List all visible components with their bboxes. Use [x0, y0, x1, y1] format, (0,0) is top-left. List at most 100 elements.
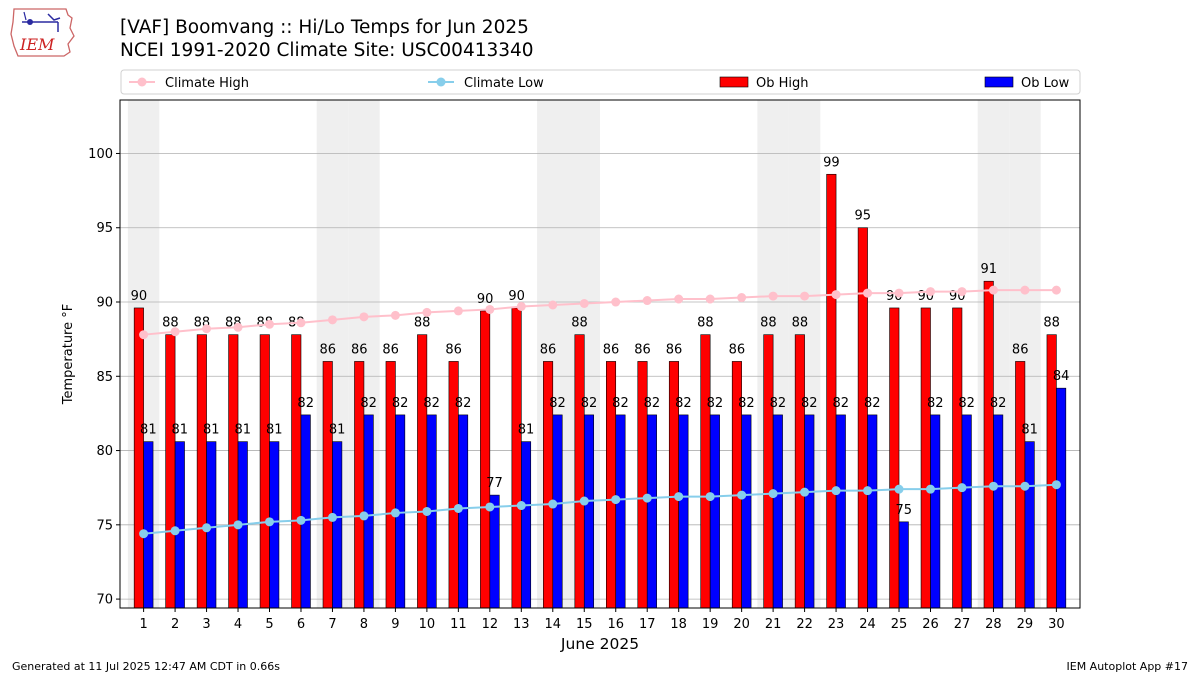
climate-low-point: [674, 492, 684, 502]
climate-low-point: [988, 481, 998, 491]
x-tick-label: 16: [607, 617, 624, 632]
x-tick-label: 13: [513, 617, 530, 632]
ob-low-label: 82: [707, 396, 724, 411]
climate-low-point: [202, 523, 212, 533]
climate-high-point: [485, 304, 495, 314]
x-tick-label: 11: [450, 617, 467, 632]
ob-high-label: 86: [603, 342, 620, 357]
ob-low-label: 81: [172, 423, 189, 438]
x-tick-label: 22: [796, 617, 813, 632]
climate-high-point: [925, 287, 935, 297]
ob-low-label: 82: [927, 396, 944, 411]
climate-high-point: [139, 330, 149, 340]
ob-low-label: 81: [518, 423, 535, 438]
climate-low-point: [863, 486, 873, 496]
ob-high-label: 99: [823, 155, 840, 170]
x-tick-label: 17: [639, 617, 656, 632]
climate-low-point: [642, 493, 652, 503]
ob-high-label: 86: [666, 342, 683, 357]
climate-high-point: [705, 294, 715, 304]
x-tick-label: 15: [576, 617, 593, 632]
climate-high-point: [265, 319, 275, 329]
ob-low-bar: [741, 414, 752, 609]
x-tick-label: 7: [328, 617, 336, 632]
climate-low-point: [705, 492, 715, 502]
climate-low-point: [925, 484, 935, 494]
x-tick-label: 21: [765, 617, 782, 632]
x-tick-label: 18: [670, 617, 687, 632]
climate-low-point: [957, 483, 967, 493]
climate-low-point: [233, 520, 243, 530]
x-tick-label: 1: [139, 617, 147, 632]
climate-low-point: [768, 489, 778, 499]
climate-low-point: [1020, 481, 1030, 491]
ob-high-bar: [133, 307, 144, 609]
climate-low-point: [327, 512, 337, 522]
x-tick-label: 4: [234, 617, 242, 632]
climate-low-point: [359, 511, 369, 521]
x-tick-label: 20: [733, 617, 750, 632]
ob-low-label: 82: [612, 396, 629, 411]
plot-frame: [119, 99, 1081, 609]
ob-low-label: 82: [675, 396, 692, 411]
ob-high-bar: [763, 334, 774, 609]
ob-high-label: 86: [319, 342, 336, 357]
x-tick-label: 6: [297, 617, 305, 632]
climate-high-point: [800, 291, 810, 301]
ob-low-label: 82: [833, 396, 850, 411]
ob-high-bar: [196, 334, 207, 609]
ob-low-bar: [867, 414, 878, 609]
climate-low-point: [296, 515, 306, 525]
ob-low-label: 82: [990, 396, 1007, 411]
y-tick-label: 90: [96, 296, 113, 311]
ob-low-bar: [961, 414, 972, 609]
climate-high-point: [422, 307, 432, 317]
chart-title: [VAF] Boomvang :: Hi/Lo Temps for Jun 20…: [120, 17, 529, 38]
ob-high-bar: [889, 307, 900, 609]
x-tick-label: 14: [545, 617, 562, 632]
y-axis-label: Temperature °F: [61, 304, 76, 405]
ob-low-bar: [583, 414, 595, 609]
climate-low-point: [1051, 480, 1061, 490]
ob-low-label: 82: [644, 396, 661, 411]
climate-high-point: [516, 301, 526, 311]
ob-low-label: 81: [329, 423, 346, 438]
ob-high-label: 88: [162, 316, 179, 331]
ob-low-label: 82: [958, 396, 975, 411]
ob-high-label: 86: [540, 342, 557, 357]
y-tick-label: 100: [88, 147, 113, 162]
x-tick-label: 24: [859, 617, 876, 632]
x-tick-label: 23: [828, 617, 845, 632]
ob-low-bar: [898, 521, 909, 609]
climate-high-point: [611, 297, 621, 307]
ob-high-label: 90: [508, 289, 525, 304]
x-tick-label: 12: [482, 617, 499, 632]
ob-low-label: 81: [234, 423, 251, 438]
ob-high-bar: [480, 310, 491, 609]
y-tick-label: 70: [96, 593, 113, 608]
ob-low-label: 82: [360, 396, 377, 411]
legend-box: [120, 69, 1081, 95]
legend-label: Climate High: [165, 76, 249, 91]
climate-high-point: [296, 318, 306, 328]
ob-low-label: 82: [455, 396, 472, 411]
climate-high-point: [988, 285, 998, 295]
ob-high-bar: [228, 334, 239, 609]
ob-high-label: 88: [760, 316, 777, 331]
ob-low-label: 84: [1053, 369, 1070, 384]
iem-logo-text: IEM: [19, 35, 55, 54]
ob-high-label: 86: [351, 342, 368, 357]
ob-low-bar: [143, 441, 154, 609]
climate-high-point: [674, 294, 684, 304]
legend-label: Ob Low: [1021, 76, 1070, 91]
legend-label: Climate Low: [464, 76, 544, 91]
climate-low-point: [422, 506, 432, 516]
ob-low-label: 82: [297, 396, 314, 411]
x-tick-label: 19: [702, 617, 719, 632]
x-tick-label: 10: [419, 617, 436, 632]
y-tick-label: 95: [96, 221, 113, 236]
climate-low-point: [265, 517, 275, 527]
ob-high-bar: [857, 227, 868, 609]
ob-low-bar: [174, 441, 185, 609]
x-tick-label: 9: [391, 617, 399, 632]
